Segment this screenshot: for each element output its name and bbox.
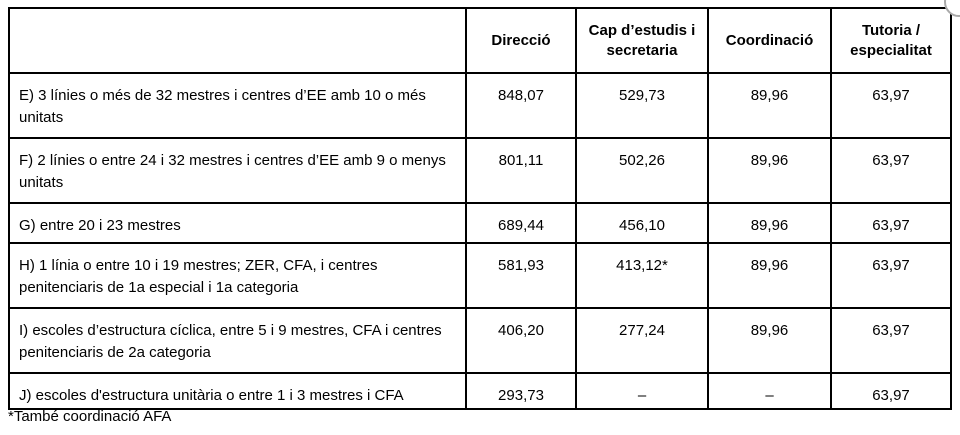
header-row: Direcció Cap d’estudis i secretaria Coor…: [8, 7, 952, 74]
table-row-g: G) entre 20 i 23 mestres 689,44 456,10 8…: [8, 202, 952, 244]
header-coordinacio: Coordinació: [707, 7, 832, 74]
header-tutoria: Tutoria / especialitat: [830, 7, 952, 74]
value-tutoria: 63,97: [830, 372, 952, 410]
value-coordinacio: –: [707, 372, 832, 410]
footnote: *També coordinació AFA: [8, 408, 172, 425]
value-cap-destudis: 502,26: [575, 137, 709, 204]
header-empty-cell: [8, 7, 467, 74]
value-coordinacio: 89,96: [707, 202, 832, 244]
value-cap-destudis: 413,12*: [575, 242, 709, 309]
value-tutoria: 63,97: [830, 202, 952, 244]
header-direccio: Direcció: [465, 7, 577, 74]
value-tutoria: 63,97: [830, 72, 952, 139]
value-cap-destudis: 456,10: [575, 202, 709, 244]
value-direccio: 689,44: [465, 202, 577, 244]
row-label: G) entre 20 i 23 mestres: [8, 202, 467, 244]
value-coordinacio: 89,96: [707, 307, 832, 374]
row-label: F) 2 línies o entre 24 i 32 mestres i ce…: [8, 137, 467, 204]
row-label: I) escoles d’estructura cíclica, entre 5…: [8, 307, 467, 374]
salary-supplements-table: Direcció Cap d’estudis i secretaria Coor…: [8, 7, 952, 410]
value-tutoria: 63,97: [830, 137, 952, 204]
value-direccio: 848,07: [465, 72, 577, 139]
table-row-f: F) 2 línies o entre 24 i 32 mestres i ce…: [8, 137, 952, 204]
value-coordinacio: 89,96: [707, 137, 832, 204]
row-label: J) escoles d'estructura unitària o entre…: [8, 372, 467, 410]
table-row-i: I) escoles d’estructura cíclica, entre 5…: [8, 307, 952, 374]
header-cap-destudis: Cap d’estudis i secretaria: [575, 7, 709, 74]
row-label: E) 3 línies o més de 32 mestres i centre…: [8, 72, 467, 139]
table-row-h: H) 1 línia o entre 10 i 19 mestres; ZER,…: [8, 242, 952, 309]
value-tutoria: 63,97: [830, 242, 952, 309]
value-direccio: 293,73: [465, 372, 577, 410]
value-coordinacio: 89,96: [707, 72, 832, 139]
value-direccio: 581,93: [465, 242, 577, 309]
value-tutoria: 63,97: [830, 307, 952, 374]
table-row-j: J) escoles d'estructura unitària o entre…: [8, 372, 952, 410]
value-coordinacio: 89,96: [707, 242, 832, 309]
value-direccio: 406,20: [465, 307, 577, 374]
value-cap-destudis: –: [575, 372, 709, 410]
table-row-e: E) 3 línies o més de 32 mestres i centre…: [8, 72, 952, 139]
row-label: H) 1 línia o entre 10 i 19 mestres; ZER,…: [8, 242, 467, 309]
value-direccio: 801,11: [465, 137, 577, 204]
value-cap-destudis: 277,24: [575, 307, 709, 374]
value-cap-destudis: 529,73: [575, 72, 709, 139]
